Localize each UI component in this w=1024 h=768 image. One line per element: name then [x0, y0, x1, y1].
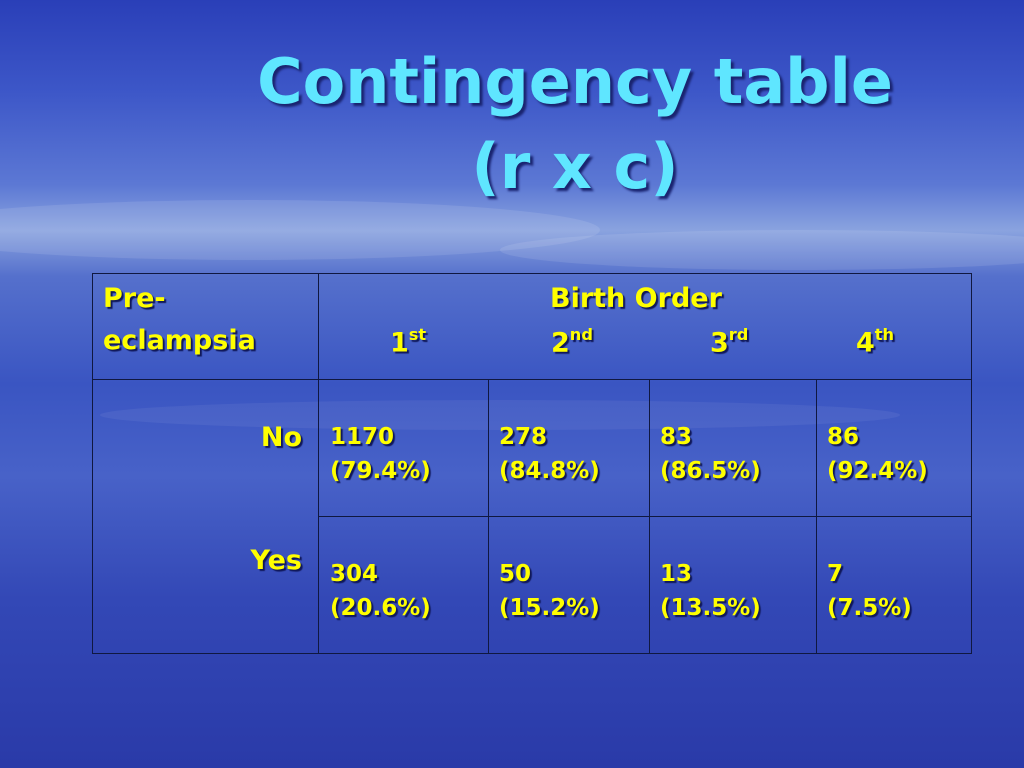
- column-header: 4th: [856, 325, 894, 358]
- cell: 86 (92.4%): [827, 420, 928, 488]
- cell-count: 278: [499, 424, 548, 450]
- cell-percent: (84.8%): [499, 458, 600, 484]
- table-border: [488, 379, 489, 654]
- ordinal-number: 4: [856, 327, 875, 359]
- cell: 304 (20.6%): [330, 557, 431, 625]
- ordinal-suffix: nd: [569, 325, 593, 344]
- background-streak: [100, 400, 900, 430]
- cell: 278 (84.8%): [499, 420, 600, 488]
- cell: 1170 (79.4%): [330, 420, 431, 488]
- cell-percent: (13.5%): [660, 595, 761, 621]
- cell-percent: (92.4%): [827, 458, 928, 484]
- corner-header: Pre-: [103, 283, 166, 314]
- cell-percent: (79.4%): [330, 458, 431, 484]
- table-border: [318, 273, 319, 654]
- ordinal-suffix: st: [408, 325, 427, 344]
- table-border: [92, 379, 972, 380]
- ordinal-number: 2: [551, 327, 570, 359]
- cell-percent: (20.6%): [330, 595, 431, 621]
- table-border: [92, 653, 972, 654]
- column-header: 2nd: [551, 325, 593, 358]
- cell: 83 (86.5%): [660, 420, 761, 488]
- cell-count: 304: [330, 561, 379, 587]
- table-border: [816, 379, 817, 654]
- column-header: 1st: [390, 325, 426, 358]
- title-line: (r x c): [471, 130, 679, 203]
- cell-count: 50: [499, 561, 532, 587]
- table-border: [649, 379, 650, 654]
- ordinal-suffix: th: [874, 325, 895, 344]
- cell-count: 83: [660, 424, 693, 450]
- table-border: [92, 273, 93, 654]
- cell-percent: (15.2%): [499, 595, 600, 621]
- column-group-header: Birth Order: [550, 283, 722, 314]
- cell-count: 13: [660, 561, 693, 587]
- ordinal-number: 1: [390, 327, 409, 359]
- row-label: Yes: [250, 545, 302, 576]
- table-border: [318, 516, 972, 517]
- background-streak: [500, 230, 1024, 270]
- cell-percent: (7.5%): [827, 595, 912, 621]
- background-streak: [0, 200, 600, 260]
- ordinal-suffix: rd: [728, 325, 749, 344]
- cell-count: 86: [827, 424, 860, 450]
- cell: 50 (15.2%): [499, 557, 600, 625]
- table-border: [971, 273, 972, 654]
- cell: 13 (13.5%): [660, 557, 761, 625]
- cell-percent: (86.5%): [660, 458, 761, 484]
- cell-count: 1170: [330, 424, 395, 450]
- cell: 7 (7.5%): [827, 557, 912, 625]
- corner-header: eclampsia: [103, 325, 256, 356]
- title-line: Contingency table: [257, 45, 893, 118]
- cell-count: 7: [827, 561, 844, 587]
- column-header: 3rd: [710, 325, 748, 358]
- row-label: No: [260, 422, 302, 453]
- table-border: [92, 273, 972, 274]
- ordinal-number: 3: [710, 327, 729, 359]
